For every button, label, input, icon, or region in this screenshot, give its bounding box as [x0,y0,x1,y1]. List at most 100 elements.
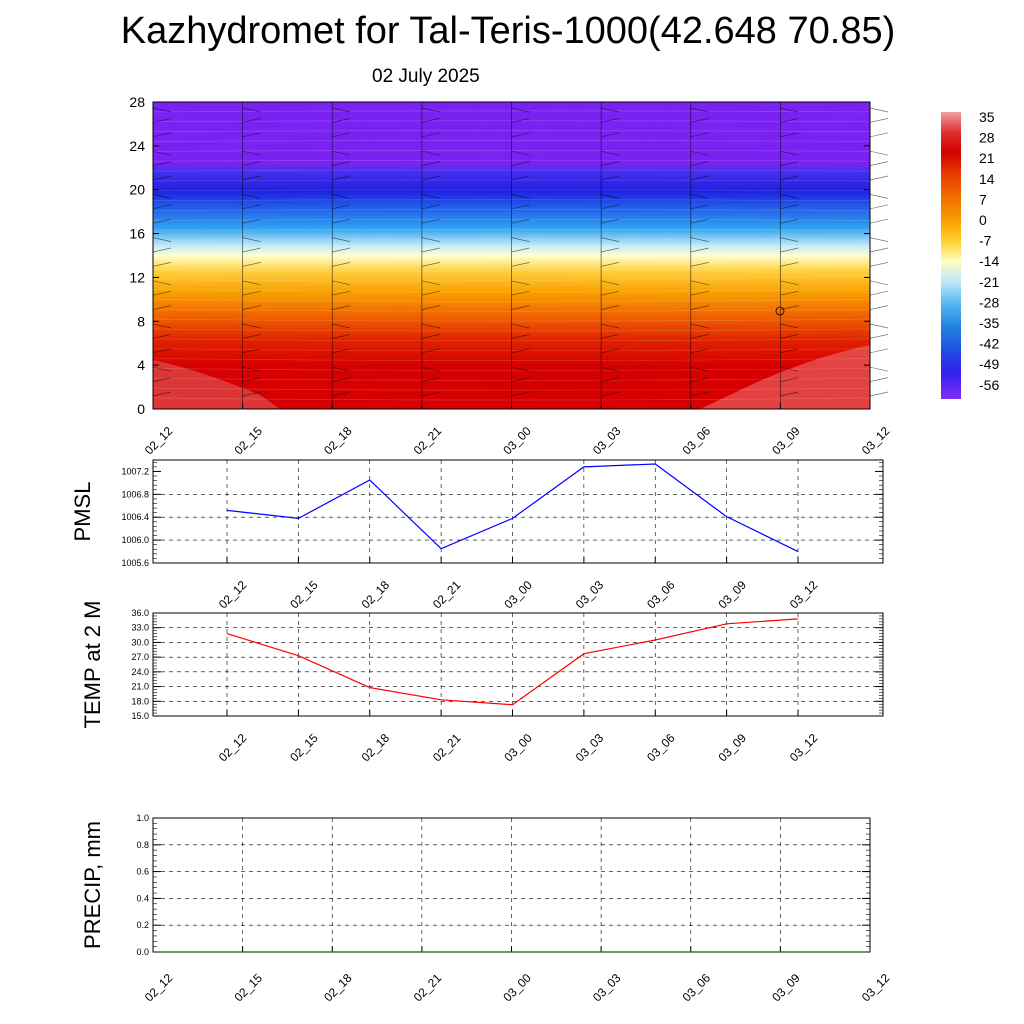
wind-barb [511,150,530,156]
wind-barb [152,132,172,138]
wind-barb [869,150,889,156]
x-tick-label: 02_21 [411,971,445,1005]
y-tick-label: 0.2 [136,920,149,930]
y-axis-title: TEMP at 2 M [80,601,105,729]
y-tick-label: 21.0 [131,682,149,692]
wind-barb [601,366,620,372]
wind-barb [601,280,620,286]
wind-barb [511,280,530,286]
x-tick-label: 02_21 [430,731,464,765]
y-tick-label: 1006.0 [121,535,149,545]
wind-barb [242,161,261,166]
wind-barb [332,377,351,382]
panel-frame [152,459,884,564]
wind-barb [332,348,351,354]
y-tick-label: 27.0 [131,652,149,662]
wind-barb [332,391,351,397]
colorbar-label: -7 [979,233,992,249]
x-tick-label: 03_03 [590,424,624,458]
x-tick-label: 03_12 [787,578,821,612]
x-tick-label: 03_03 [590,971,624,1005]
x-tick-label: 02_21 [430,578,464,612]
wind-barb [511,247,530,253]
x-tick-label: 03_00 [500,424,534,458]
y-tick-label: 0.0 [136,947,149,957]
wind-barb [242,194,261,199]
wind-barb [690,262,709,267]
wind-barb [332,247,351,253]
wind-barb [780,391,799,397]
wind-barb [869,305,889,310]
y-tick-label: 1006.4 [121,512,149,522]
wind-barb [690,161,709,166]
wind-barb [869,107,889,113]
wind-barb [601,377,620,382]
cross-section-y-axis: 0 4 8 12 16 20 24 28 [129,94,870,417]
wind-barb [152,118,172,123]
x-tick-label: 02_18 [359,731,393,765]
wind-barb [152,305,172,310]
wind-barb [780,218,799,224]
wind-barb [242,107,261,113]
wind-barb [780,150,799,156]
wind-barb [869,204,889,210]
wind-barb [780,107,799,113]
wind-barb [242,237,261,242]
warm-surface-patch [700,345,870,409]
wind-barb [780,247,799,253]
x-tick-label: 02_15 [232,424,266,458]
colorbar: 35 28 21 14 7 0 -7 -14 -21 -28 -35 -42 -49 -56 [941,109,999,399]
wind-barb [152,323,172,329]
wind-barb [332,194,351,199]
wind-barb [242,247,261,253]
pmsl-panel: 1005.6 1006.0 1006.4 1006.8 1007.2 02_12 02_15… [70,459,884,612]
y-tick-label: 0.4 [136,893,149,903]
wind-barb [421,194,440,199]
wind-barb [421,247,440,253]
colorbar-ramp [941,112,961,399]
wind-barb [152,377,172,382]
y-tick-label: 0 [137,401,145,417]
x-tick-label: 03_12 [859,424,893,458]
x-tick-label: 02_18 [321,424,355,458]
wind-barb [421,366,440,372]
x-tick-label: 03_12 [859,971,893,1005]
wind-barb [601,334,620,339]
wind-barb [601,218,620,224]
wind-barb [332,132,351,138]
wind-barb [511,175,530,181]
wind-barb [332,290,351,296]
wind-barb [690,150,709,156]
wind-barb [152,348,172,354]
wind-barb [152,218,172,224]
wind-barb [152,204,172,210]
wind-barb [690,247,709,253]
colorbar-label: -28 [979,294,999,310]
wind-barb [332,237,351,242]
y-tick-label: 12 [129,269,145,285]
colorbar-labels: 35 28 21 14 7 0 -7 -14 -21 -28 -35 -42 -49 -56 [979,109,999,393]
wind-barb [780,262,799,267]
wind-barb [332,334,351,339]
x-tick-label: 02_12 [142,971,176,1005]
colorbar-label: -14 [979,253,999,269]
wind-barb [780,237,799,242]
wind-barb [780,118,799,123]
colorbar-label: 21 [979,150,995,166]
wind-barb [601,118,620,123]
wind-barb [421,323,440,329]
y-tick-label: 1006.8 [121,489,149,499]
wind-barb [152,391,172,397]
wind-barb [690,175,709,181]
wind-barb [421,204,440,210]
wind-barbs [152,102,889,409]
wind-barb [780,377,799,382]
y-tick-label: 8 [137,313,145,329]
y-tick-label: 15.0 [131,711,149,721]
colorbar-label: 14 [979,171,995,187]
wind-barb [690,366,709,372]
wind-barb [242,334,261,339]
wind-barb [690,334,709,339]
wind-barb [152,280,172,286]
wind-barb [601,150,620,156]
